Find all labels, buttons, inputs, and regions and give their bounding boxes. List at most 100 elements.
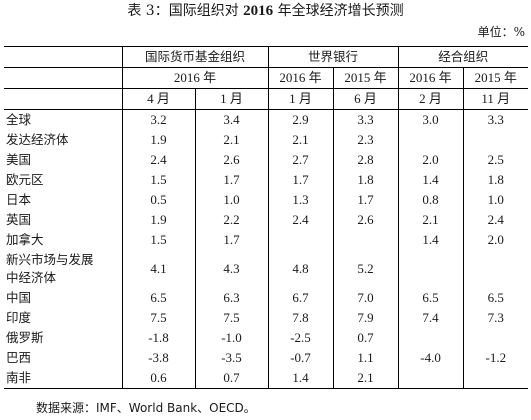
row-value-cell: 7.0 <box>333 288 398 308</box>
source-note: 数据来源：IMF、World Bank、OECD。 <box>36 400 256 416</box>
year-header-imf: 2016 年 <box>122 68 268 89</box>
row-country-label: 新兴市场与发展 中经济体 <box>4 250 122 288</box>
month-header: 1 月 <box>268 89 333 110</box>
row-country-label: 英国 <box>4 210 122 230</box>
org-header-worldbank: 世界银行 <box>268 47 398 68</box>
org-header-imf: 国际货币基金组织 <box>122 47 268 68</box>
title-prefix: 表 3：国际组织对 <box>127 3 243 19</box>
row-country-label: 加拿大 <box>4 230 122 250</box>
row-value-cell: 2.0 <box>463 230 528 250</box>
title-suffix: 年全球经济增长预测 <box>273 3 403 19</box>
forecast-table: 国际货币基金组织 世界银行 经合组织 2016 年 2016 年 2015 年 … <box>4 46 528 389</box>
table-row: 发达经济体 1.9 2.1 2.1 2.3 <box>4 130 528 150</box>
header-row-years: 2016 年 2016 年 2015 年 2016 年 2015 年 <box>4 68 528 89</box>
row-value-cell: 1.9 <box>122 130 195 150</box>
row-value-cell: 1.8 <box>333 170 398 190</box>
row-value-cell: 4.1 <box>122 250 195 288</box>
row-value-cell: 3.0 <box>398 110 463 131</box>
row-value-cell: -1.0 <box>195 328 268 348</box>
row-country-label-line: 新兴市场与发展 <box>6 251 122 269</box>
row-value-cell: 2.4 <box>268 210 333 230</box>
table-row: 日本 0.5 1.0 1.3 1.7 0.8 1.0 <box>4 190 528 210</box>
header-corner <box>4 68 122 89</box>
table-row: 巴西 -3.8 -3.5 -0.7 1.1 -4.0 -1.2 <box>4 348 528 368</box>
year-header-oecd-2015: 2015 年 <box>463 68 528 89</box>
row-value-cell: 0.7 <box>195 368 268 389</box>
row-value-cell: -3.5 <box>195 348 268 368</box>
row-value-cell: 0.8 <box>398 190 463 210</box>
year-header-wb-2016: 2016 年 <box>268 68 333 89</box>
row-value-cell: 1.0 <box>463 190 528 210</box>
row-country-label: 中国 <box>4 288 122 308</box>
row-value-cell: 0.7 <box>333 328 398 348</box>
row-value-cell: 7.3 <box>463 308 528 328</box>
row-value-cell: 1.7 <box>195 170 268 190</box>
row-value-cell: 4.8 <box>268 250 333 288</box>
row-value-cell: 2.0 <box>398 150 463 170</box>
row-value-cell: -2.5 <box>268 328 333 348</box>
row-value-cell: 5.2 <box>333 250 398 288</box>
table-row: 加拿大 1.5 1.7 1.4 2.0 <box>4 230 528 250</box>
row-value-cell <box>333 230 398 250</box>
row-value-cell <box>463 368 528 389</box>
unit-label: 单位：% <box>478 25 525 39</box>
row-value-cell: 2.1 <box>268 130 333 150</box>
row-value-cell: 2.1 <box>195 130 268 150</box>
row-value-cell: -1.8 <box>122 328 195 348</box>
row-value-cell: 1.5 <box>122 230 195 250</box>
row-value-cell <box>463 328 528 348</box>
month-header: 1 月 <box>195 89 268 110</box>
table-row: 美国 2.4 2.6 2.7 2.8 2.0 2.5 <box>4 150 528 170</box>
table-row: 印度 7.5 7.5 7.8 7.9 7.4 7.3 <box>4 308 528 328</box>
row-value-cell: 6.5 <box>122 288 195 308</box>
title-year: 2016 <box>243 3 273 19</box>
row-value-cell: 2.1 <box>333 368 398 389</box>
row-value-cell: -4.0 <box>398 348 463 368</box>
table-row: 俄罗斯 -1.8 -1.0 -2.5 0.7 <box>4 328 528 348</box>
row-value-cell: 2.2 <box>195 210 268 230</box>
header-corner <box>4 89 122 110</box>
row-value-cell: 2.6 <box>195 150 268 170</box>
row-country-label-line: 中经济体 <box>6 269 122 287</box>
row-country-label: 全球 <box>4 110 122 131</box>
row-value-cell: 3.3 <box>463 110 528 131</box>
row-value-cell: 4.3 <box>195 250 268 288</box>
month-header: 6 月 <box>333 89 398 110</box>
row-value-cell: 0.6 <box>122 368 195 389</box>
row-value-cell <box>398 130 463 150</box>
header-row-months: 4 月 1 月 1 月 6 月 2 月 11 月 <box>4 89 528 110</box>
row-value-cell: 1.1 <box>333 348 398 368</box>
row-value-cell: 1.5 <box>122 170 195 190</box>
row-value-cell: 2.4 <box>122 150 195 170</box>
table-row: 英国 1.9 2.2 2.4 2.6 2.1 2.4 <box>4 210 528 230</box>
row-country-label: 美国 <box>4 150 122 170</box>
row-value-cell: 2.8 <box>333 150 398 170</box>
row-value-cell: -0.7 <box>268 348 333 368</box>
month-header: 11 月 <box>463 89 528 110</box>
row-value-cell <box>268 230 333 250</box>
row-country-label: 发达经济体 <box>4 130 122 150</box>
row-value-cell: 3.2 <box>122 110 195 131</box>
row-value-cell: 2.1 <box>398 210 463 230</box>
row-value-cell <box>463 250 528 288</box>
row-value-cell: 7.9 <box>333 308 398 328</box>
row-value-cell <box>398 368 463 389</box>
row-value-cell: -1.2 <box>463 348 528 368</box>
row-value-cell: 2.6 <box>333 210 398 230</box>
row-value-cell: 2.7 <box>268 150 333 170</box>
row-value-cell: 2.5 <box>463 150 528 170</box>
row-value-cell: 7.4 <box>398 308 463 328</box>
row-country-label: 巴西 <box>4 348 122 368</box>
row-value-cell <box>398 328 463 348</box>
row-value-cell: 7.5 <box>195 308 268 328</box>
row-value-cell: 1.7 <box>333 190 398 210</box>
row-value-cell: 1.4 <box>268 368 333 389</box>
row-value-cell: 2.3 <box>333 130 398 150</box>
row-value-cell: -3.8 <box>122 348 195 368</box>
year-header-wb-2015: 2015 年 <box>333 68 398 89</box>
table-row: 南非 0.6 0.7 1.4 2.1 <box>4 368 528 389</box>
row-value-cell: 1.8 <box>463 170 528 190</box>
table-title: 表 3：国际组织对 2016 年全球经济增长预测 <box>0 2 531 20</box>
row-country-label: 南非 <box>4 368 122 389</box>
month-header: 2 月 <box>398 89 463 110</box>
